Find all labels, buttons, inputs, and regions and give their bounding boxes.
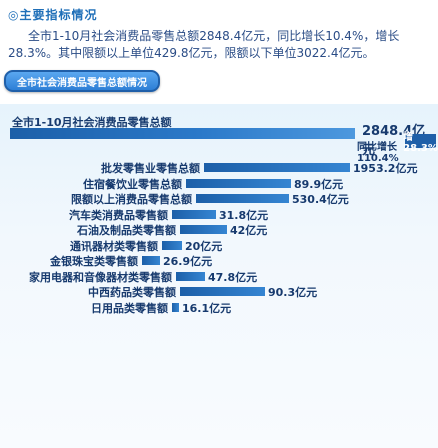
chart-bar [180, 287, 265, 296]
chart-value-label: 89.9亿元 [294, 177, 344, 191]
chart-row: 家用电器和音像器材类零售额 47.8亿元 [0, 269, 438, 284]
chart-bar [180, 225, 227, 234]
chart-value-label: 530.4亿元 [292, 193, 349, 206]
chart-category-label: 石油及制品类零售额 [77, 224, 176, 237]
total-growth-label: 同比增长110.4% [357, 142, 399, 164]
chart-category-label: 限额以上消费品零售总额 [71, 193, 192, 206]
section-pill: 全市社会消费品零售总额情况 [4, 70, 160, 92]
chart-bar [162, 240, 182, 250]
total-growth-badge: 增28.3% [403, 132, 438, 154]
chart-row: 中西药品类零售额 90.3亿元 [0, 284, 438, 299]
chart-value-label: 26.9亿元 [163, 255, 213, 268]
chart-value-label: 90.3亿元 [268, 286, 318, 299]
chart-row: 汽车类消费品零售额 31.8亿元 [0, 207, 438, 222]
chart-category-label: 家用电器和音像器材类零售额 [29, 270, 172, 284]
chart-row: 日用品类零售额 16.1亿元 [0, 300, 438, 315]
chart-row: 石油及制品类零售额 42亿元 [0, 222, 438, 237]
chart-bar [196, 194, 289, 203]
chart-category-label: 汽车类消费品零售额 [69, 208, 168, 222]
chart-category-label: 通讯器材类零售额 [70, 239, 158, 253]
chart-bar [204, 163, 350, 172]
total-label: 全市1-10月社会消费品零售总额 [12, 116, 172, 129]
summary-paragraph: 全市1-10月社会消费品零售总额2848.4亿元，同比增长10.4%，增长28.… [8, 29, 400, 60]
chart-bar [176, 271, 205, 281]
chart-bar [186, 178, 291, 188]
chart-row: 限额以上消费品零售总额 530.4亿元 [0, 191, 438, 206]
chart-row: 批发零售业零售总额 1953.2亿元 [0, 160, 438, 175]
chart-category-label: 日用品类零售额 [91, 301, 168, 315]
chart-category-label: 金银珠宝类零售额 [50, 255, 138, 268]
chart-bar [172, 302, 179, 312]
chart-category-label: 批发零售业零售总额 [101, 162, 200, 175]
chart-value-label: 42亿元 [230, 224, 268, 237]
chart-value-label: 47.8亿元 [208, 270, 258, 284]
total-bar [10, 128, 355, 139]
chart-value-label: 31.8亿元 [219, 208, 269, 222]
chart-category-label: 中西药品类零售额 [88, 286, 176, 299]
chart-row: 通讯器材类零售额 20亿元 [0, 238, 438, 253]
chart-value-label: 16.1亿元 [182, 301, 232, 315]
chart-panel [0, 104, 438, 448]
chart-value-label: 1953.2亿元 [353, 162, 418, 175]
section-heading: ◎主要指标情况 [8, 8, 98, 22]
chart-value-label: 20亿元 [185, 239, 223, 253]
chart-category-label: 住宿餐饮业零售总额 [83, 177, 182, 191]
chart-bar [172, 209, 216, 219]
chart-row: 住宿餐饮业零售总额 89.9亿元 [0, 176, 438, 191]
chart-bar [142, 256, 160, 265]
chart-row: 金银珠宝类零售额 26.9亿元 [0, 253, 438, 268]
